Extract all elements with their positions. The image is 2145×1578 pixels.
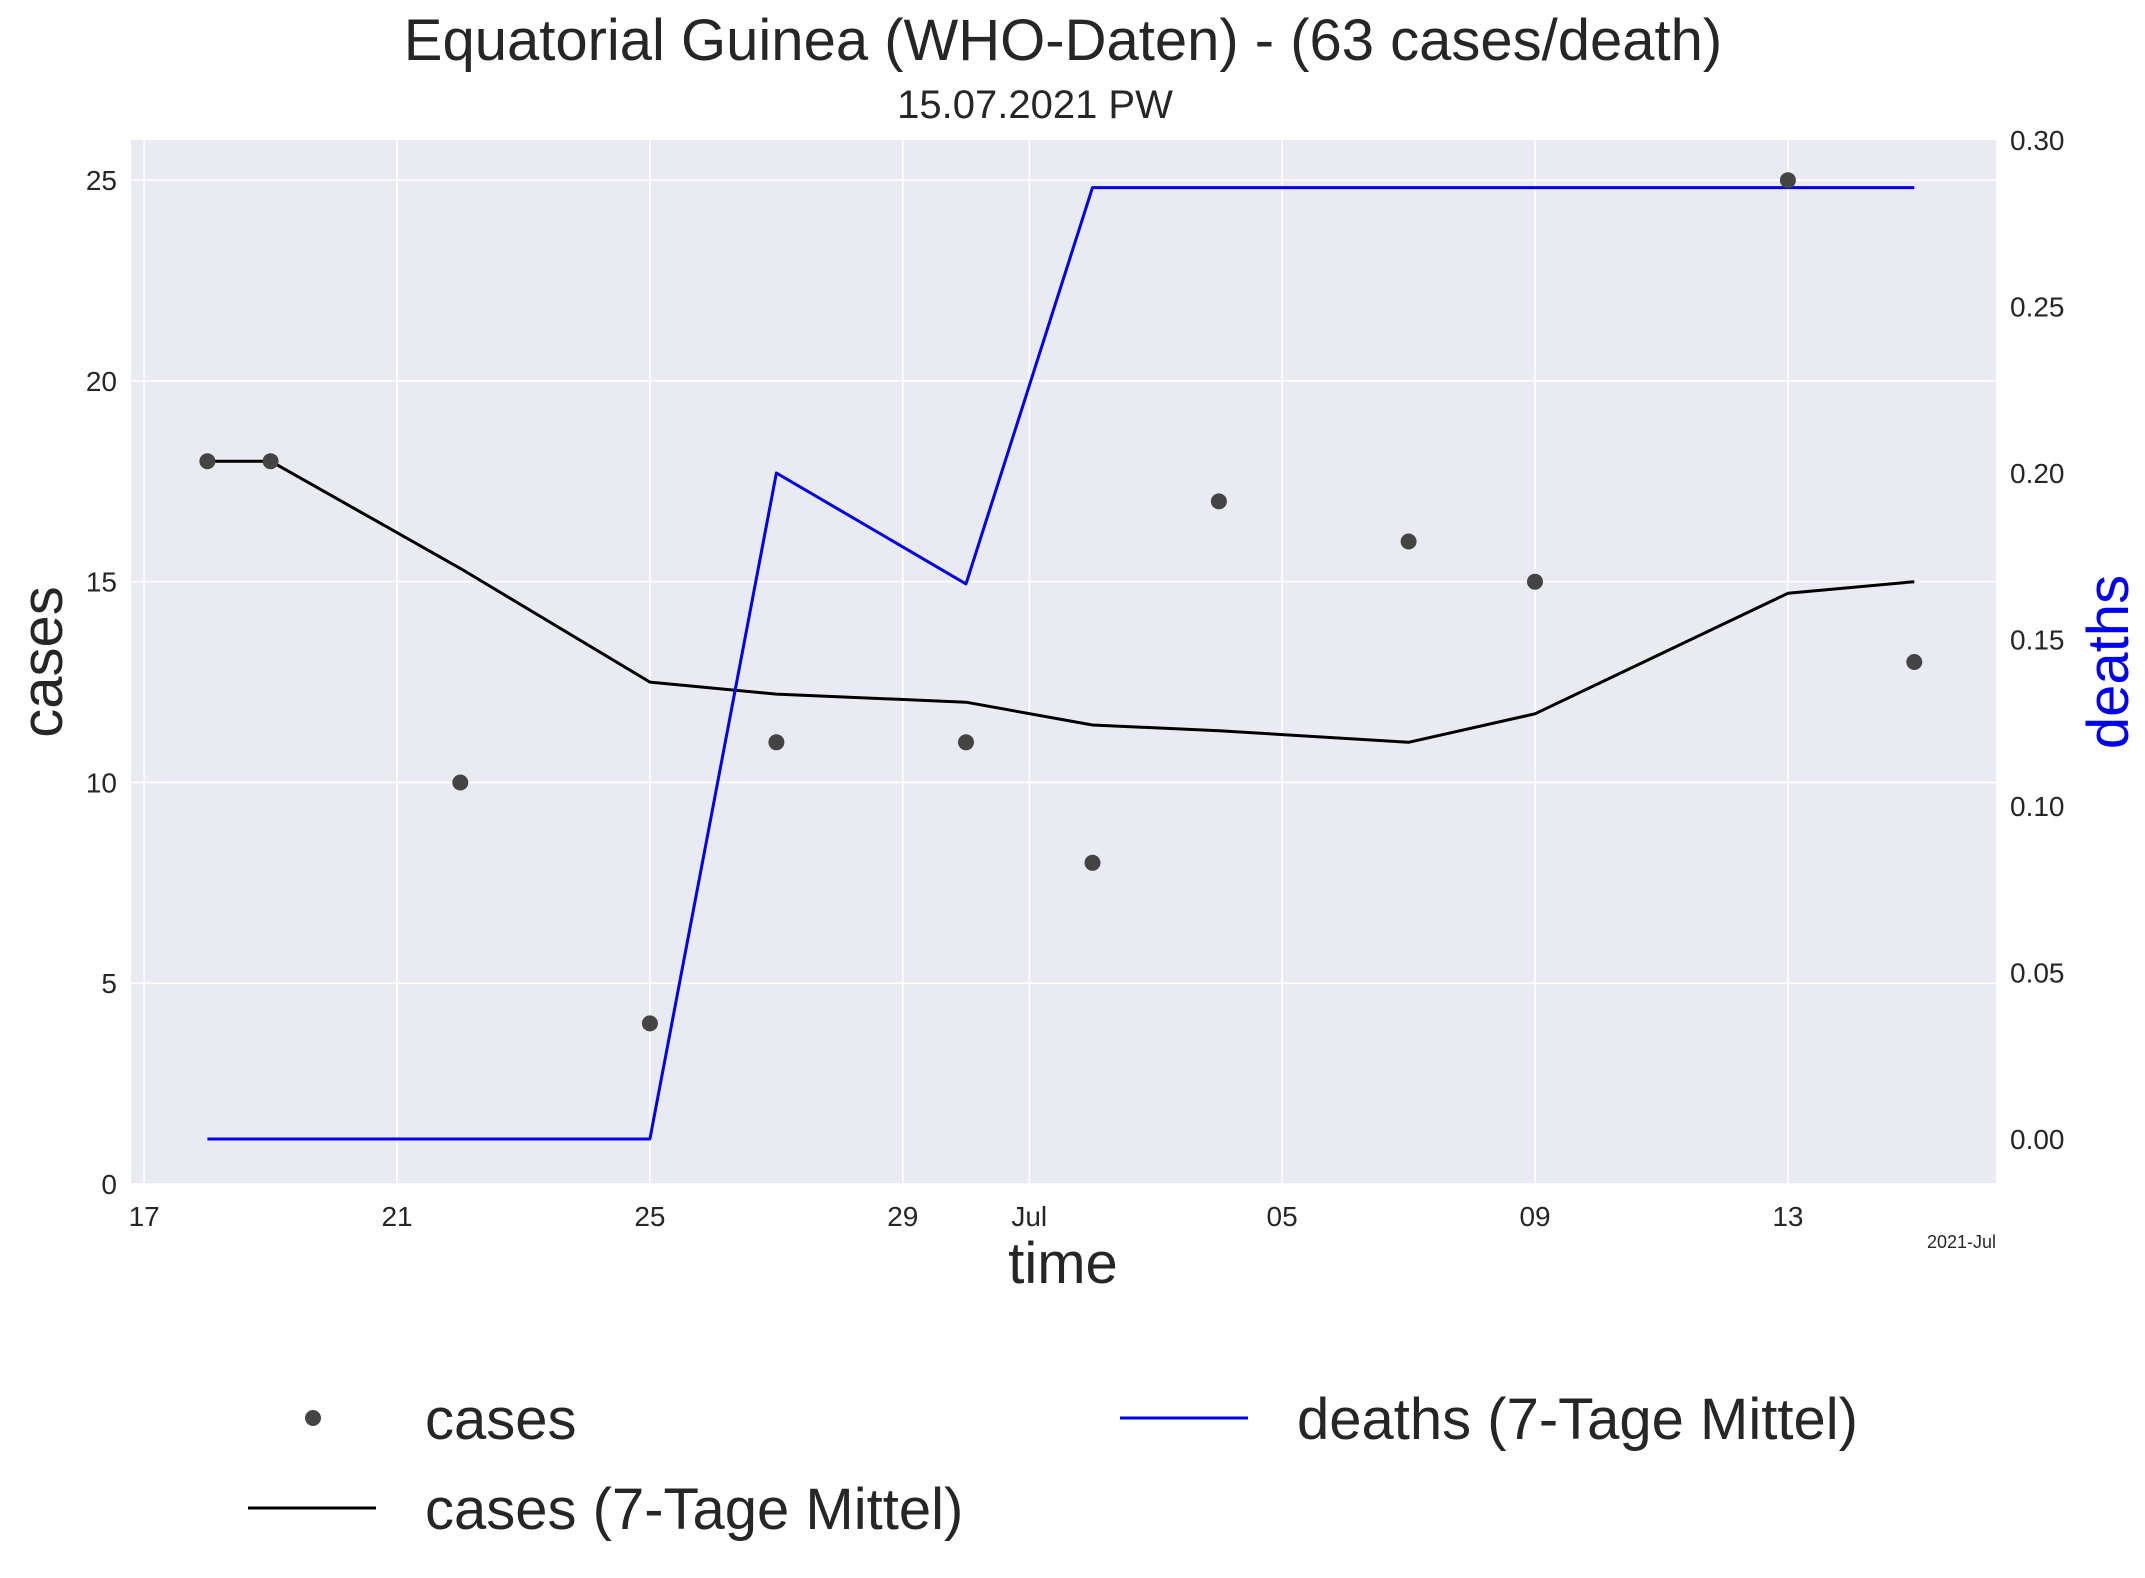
- y-tick-label-right: 0.30: [2010, 125, 2065, 156]
- x-tick-label: 05: [1267, 1201, 1298, 1232]
- data-point-cases: [1779, 172, 1796, 189]
- x-tick-label: Jul: [1011, 1201, 1047, 1232]
- data-point-cases: [1400, 533, 1417, 550]
- y-axis-label-right: deaths: [2076, 575, 2141, 749]
- y-tick-label-left: 5: [101, 968, 117, 999]
- data-point-cases: [1906, 654, 1923, 670]
- x-tick-label: 09: [1519, 1201, 1550, 1232]
- y-ticks-right: 0.00 0.05 0.10 0.15 0.20 0.25 0.30: [2010, 125, 2065, 1155]
- legend-label-cases: cases: [425, 1387, 577, 1452]
- y-tick-label-right: 0.00: [2010, 1124, 2065, 1155]
- x-ticks: 17 21 25 29 Jul 05 09 13: [129, 1201, 1804, 1232]
- legend-marker-cases: [305, 1410, 321, 1426]
- data-point-cases: [199, 453, 216, 470]
- y-tick-label-left: 0: [101, 1169, 117, 1200]
- legend: cases cases (7-Tage Mittel) deaths (7-Ta…: [248, 1387, 1858, 1542]
- x-tick-label: 17: [129, 1201, 160, 1232]
- y-tick-label-right: 0.20: [2010, 458, 2065, 489]
- y-tick-label-left: 25: [86, 165, 117, 196]
- data-point-cases: [768, 734, 785, 751]
- data-point-cases: [641, 1015, 658, 1032]
- y-axis-label: cases: [10, 586, 75, 738]
- x-tick-label: 29: [887, 1201, 918, 1232]
- plot-background: [131, 140, 1996, 1184]
- y-tick-label-right: 0.10: [2010, 791, 2065, 822]
- series-line-deaths-7-tage-mittel: [207, 186, 1915, 1141]
- y-tick-label-right: 0.05: [2010, 958, 2065, 989]
- data-point-cases: [1210, 493, 1227, 510]
- data-point-cases: [452, 774, 469, 791]
- legend-label-cases-avg: cases (7-Tage Mittel): [425, 1477, 963, 1542]
- x-offset-label: 2021-Jul: [1927, 1232, 1996, 1252]
- data-point-cases: [262, 453, 279, 470]
- data-point-cases: [1084, 854, 1101, 871]
- y-tick-label-right: 0.25: [2010, 292, 2065, 323]
- legend-label-deaths-avg: deaths (7-Tage Mittel): [1297, 1387, 1858, 1452]
- y-tick-label-left: 15: [86, 567, 117, 598]
- y-tick-label-left: 20: [86, 366, 117, 397]
- series-layer: [199, 172, 1923, 1141]
- grid: [131, 140, 1996, 1185]
- y-tick-label-left: 10: [86, 767, 117, 798]
- data-point-cases: [1527, 573, 1543, 590]
- y-tick-label-right: 0.15: [2010, 625, 2065, 656]
- series-line-cases-7-tage-mittel: [207, 459, 1915, 744]
- y-ticks-left: 0 5 10 15 20 25: [86, 165, 117, 1200]
- x-tick-label: 21: [381, 1201, 412, 1232]
- x-tick-label: 25: [634, 1201, 665, 1232]
- chart-title: Equatorial Guinea (WHO-Daten) - (63 case…: [404, 8, 1722, 73]
- x-tick-label: 13: [1772, 1201, 1803, 1232]
- x-axis-label: time: [1008, 1231, 1118, 1296]
- data-point-cases: [958, 734, 974, 751]
- chart-subtitle: 15.07.2021 PW: [897, 83, 1173, 127]
